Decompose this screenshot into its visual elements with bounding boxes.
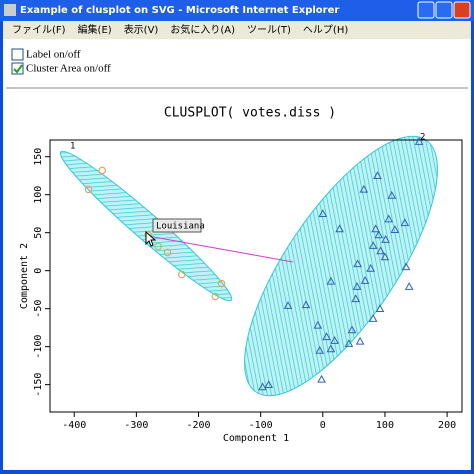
point (315, 345, 325, 354)
cluster-area (59, 150, 233, 302)
link-line (147, 235, 294, 263)
point (283, 301, 293, 309)
check-mark (13, 64, 23, 74)
point (387, 190, 397, 199)
plot-frame (49, 139, 463, 413)
x-tick-label: -200 (186, 420, 210, 431)
point (359, 184, 369, 193)
point (313, 320, 323, 329)
y-tick-label: 50 (33, 227, 44, 239)
cluster-label: 1 (70, 142, 75, 152)
checkbox[interactable] (11, 48, 24, 61)
point (360, 276, 370, 284)
y-tick-label: -150 (33, 373, 44, 397)
menu-item[interactable]: ファイル(F) (12, 25, 66, 36)
y-tick-label: 100 (33, 186, 44, 204)
y-tick-label: 0 (33, 268, 44, 274)
checkbox-label[interactable]: Cluster Area on/off (26, 63, 111, 75)
point (381, 235, 390, 243)
point (326, 344, 336, 353)
point (154, 242, 162, 251)
x-tick-label: -300 (124, 420, 148, 431)
point (264, 380, 274, 388)
point (400, 218, 410, 227)
point (368, 241, 378, 249)
tooltip (152, 218, 202, 233)
point (84, 185, 93, 194)
point (366, 263, 376, 272)
window-title: Example of clusplot on SVG - Microsoft I… (20, 5, 339, 16)
menu-item[interactable]: お気に入り(A) (170, 23, 235, 36)
checkbox[interactable] (11, 62, 24, 75)
point (368, 314, 378, 322)
point (330, 336, 339, 344)
point (404, 282, 414, 290)
point (375, 304, 385, 312)
title-bar (0, 0, 474, 21)
chart-title: CLUSPLOT( votes.diss ) (164, 106, 336, 121)
point (98, 166, 106, 175)
point (344, 339, 354, 347)
point (373, 171, 382, 180)
cluster-label: 2 (420, 133, 425, 143)
point (384, 214, 394, 223)
point (414, 136, 424, 145)
cursor (145, 230, 157, 247)
point (258, 382, 267, 391)
y-tick-label: -50 (33, 300, 44, 318)
y-tick-label: -100 (33, 335, 44, 359)
point (318, 209, 328, 217)
x-axis-label: Component 1 (223, 433, 289, 444)
point (317, 374, 326, 383)
y-tick-label: 150 (33, 148, 44, 166)
checkbox-label[interactable]: Label on/off (26, 49, 81, 61)
x-tick-label: -100 (249, 420, 273, 431)
point (326, 276, 336, 285)
menu-item[interactable]: ヘルプ(H) (303, 24, 348, 36)
minimize-button[interactable] (417, 1, 435, 19)
y-axis-label: Component 2 (19, 243, 30, 309)
point (177, 270, 186, 279)
point (355, 336, 365, 345)
point (211, 292, 220, 301)
x-tick-label: -400 (62, 420, 86, 431)
point (322, 332, 331, 341)
point (351, 294, 361, 303)
point (163, 248, 172, 257)
tooltip-text: Louisiana (156, 222, 205, 232)
point (217, 279, 226, 288)
maximize-button[interactable] (435, 1, 453, 19)
point (352, 282, 362, 290)
app-icon (4, 4, 16, 16)
point (353, 259, 362, 268)
menu-item[interactable]: ツール(T) (247, 25, 291, 36)
point (335, 224, 344, 233)
point (390, 225, 400, 233)
point (401, 262, 411, 271)
point (376, 246, 385, 255)
point (374, 230, 384, 239)
menu-item[interactable]: 編集(E) (78, 23, 112, 36)
point (347, 325, 357, 334)
close-button[interactable] (453, 1, 471, 19)
x-tick-label: 100 (376, 420, 394, 431)
point (301, 300, 311, 309)
menu-item[interactable]: 表示(V) (124, 23, 159, 36)
point (371, 224, 380, 233)
point (380, 252, 390, 261)
x-tick-label: 0 (320, 420, 326, 431)
x-tick-label: 200 (438, 420, 456, 431)
menu-bar (3, 21, 471, 39)
